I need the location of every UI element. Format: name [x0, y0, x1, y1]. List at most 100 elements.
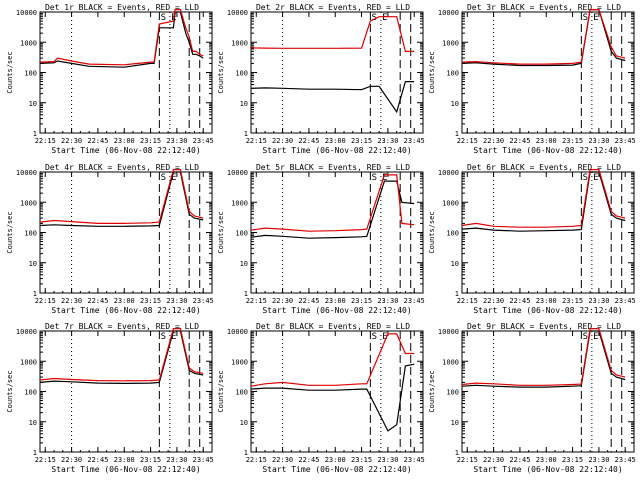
xtick-label: 23:15	[140, 297, 161, 305]
xtick-label: 22:30	[272, 456, 293, 464]
series-line-lld	[462, 9, 626, 65]
ytick-label: 10	[29, 419, 37, 427]
ytick-label: 10	[240, 100, 248, 108]
start-marker-label: S	[161, 332, 166, 342]
ytick-label: 10000	[16, 328, 37, 336]
xtick-label: 22:30	[483, 297, 504, 305]
series-group	[462, 9, 626, 67]
series-line-events	[40, 330, 204, 385]
xtick-label: 23:15	[140, 137, 161, 145]
series-group	[40, 169, 204, 227]
ytick-label: 10000	[438, 9, 459, 17]
panel-title: Det 2r BLACK = Events, RED = LLD	[256, 3, 410, 12]
xtick-label: 23:15	[140, 456, 161, 464]
ytick-label: 100	[446, 389, 459, 397]
plot-frame	[461, 171, 635, 294]
panel-det-2: Det 2r BLACK = Events, RED = LLD 1 10 100 10…	[217, 3, 425, 155]
x-axis-label: Start Time (06-Nov-08 22:12:40)	[51, 306, 200, 315]
xtick-label: 23:30	[166, 456, 187, 464]
xtick-label: 23:00	[114, 297, 135, 305]
series-group	[462, 328, 626, 388]
xtick-label: 23:45	[193, 137, 214, 145]
start-marker-label: S	[583, 173, 588, 183]
ytick-label: 1000	[442, 39, 459, 47]
ytick-label: 100	[235, 389, 248, 397]
ytick-label: 1000	[442, 199, 459, 207]
series-line-events	[40, 11, 204, 68]
panel-det-6: Det 6r BLACK = Events, RED = LLD 1 10 100 10…	[428, 163, 636, 315]
plot-frame	[461, 11, 635, 134]
xtick-label: 23:00	[114, 456, 135, 464]
end-marker-label: E	[382, 173, 387, 183]
panel-title: Det 9r BLACK = Events, RED = LLD	[467, 322, 621, 331]
ytick-label: 1000	[20, 39, 37, 47]
panel-title: Det 3r BLACK = Events, RED = LLD	[467, 3, 621, 12]
series-line-lld	[40, 169, 204, 224]
plot-frame	[39, 330, 213, 453]
xtick-label: 23:15	[562, 297, 583, 305]
series-line-lld	[462, 169, 626, 228]
xtick-label: 22:15	[457, 137, 478, 145]
xtick-label: 22:15	[246, 297, 267, 305]
x-axis-label: Start Time (06-Nov-08 22:12:40)	[262, 465, 411, 474]
ytick-label: 10	[29, 260, 37, 268]
y-axis-label: Counts/sec	[217, 370, 225, 412]
xtick-label: 22:15	[35, 456, 56, 464]
ytick-label: 100	[235, 230, 248, 238]
panel-det-8: Det 8r BLACK = Events, RED = LLD 1 10 100 10…	[217, 322, 425, 474]
start-marker-label: S	[161, 13, 166, 23]
panel-det-5: Det 5r BLACK = Events, RED = LLD 1 10 100 10…	[217, 163, 425, 315]
series-line-lld	[462, 328, 626, 386]
series-line-lld	[251, 16, 415, 53]
xtick-label: 23:30	[588, 297, 609, 305]
ytick-label: 10	[451, 260, 459, 268]
ytick-label: 10	[240, 260, 248, 268]
series-line-events	[462, 330, 626, 388]
series-line-lld	[251, 174, 415, 232]
xtick-label: 23:45	[615, 297, 636, 305]
ytick-label: 1	[455, 449, 459, 457]
xtick-label: 23:45	[193, 456, 214, 464]
xtick-label: 23:45	[193, 297, 214, 305]
series-line-lld	[251, 333, 415, 387]
xtick-label: 22:30	[483, 456, 504, 464]
ytick-label: 1000	[20, 199, 37, 207]
xtick-label: 23:15	[562, 456, 583, 464]
xtick-label: 23:30	[377, 456, 398, 464]
xtick-label: 23:00	[325, 137, 346, 145]
end-marker-label: E	[593, 332, 598, 342]
ytick-label: 100	[235, 70, 248, 78]
series-group	[251, 333, 415, 432]
ytick-label: 10	[29, 100, 37, 108]
ytick-label: 1	[244, 130, 248, 138]
xtick-label: 23:30	[588, 137, 609, 145]
x-axis-label: Start Time (06-Nov-08 22:12:40)	[473, 306, 622, 315]
xtick-label: 23:45	[404, 297, 425, 305]
xtick-label: 22:15	[457, 297, 478, 305]
ytick-label: 100	[446, 230, 459, 238]
series-group	[462, 169, 626, 232]
xtick-label: 23:45	[615, 456, 636, 464]
xtick-label: 23:00	[536, 297, 557, 305]
panel-title: Det 7r BLACK = Events, RED = LLD	[45, 322, 199, 331]
end-marker-label: E	[593, 13, 598, 23]
end-marker-label: E	[382, 332, 387, 342]
panel-det-3: Det 3r BLACK = Events, RED = LLD 1 10 100 10…	[428, 3, 636, 155]
series-line-events	[251, 80, 415, 114]
xtick-label: 23:00	[114, 137, 135, 145]
plot-frame	[250, 171, 424, 294]
y-axis-label: Counts/sec	[428, 211, 436, 253]
xtick-label: 23:45	[404, 456, 425, 464]
xtick-label: 23:45	[615, 137, 636, 145]
xtick-label: 22:30	[483, 137, 504, 145]
xtick-label: 22:45	[87, 456, 108, 464]
x-axis-label: Start Time (06-Nov-08 22:12:40)	[51, 146, 200, 155]
y-axis-label: Counts/sec	[6, 370, 14, 412]
xtick-label: 22:45	[87, 137, 108, 145]
start-marker-label: S	[583, 332, 588, 342]
xtick-label: 22:45	[298, 297, 319, 305]
plot-frame	[461, 330, 635, 453]
panel-det-1: Det 1r BLACK = Events, RED = LLD 1 10 100 10…	[6, 3, 214, 155]
series-line-lld	[40, 9, 204, 66]
